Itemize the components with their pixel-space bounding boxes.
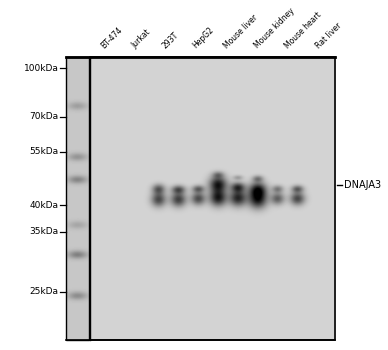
Text: Rat liver: Rat liver xyxy=(314,21,343,50)
Bar xyxy=(66,57,89,340)
Text: 100kDa: 100kDa xyxy=(24,64,59,73)
Text: HepG2: HepG2 xyxy=(191,26,216,50)
Text: BT-474: BT-474 xyxy=(99,25,124,50)
Text: DNAJA3: DNAJA3 xyxy=(344,180,381,190)
Text: 40kDa: 40kDa xyxy=(30,201,59,210)
Text: 55kDa: 55kDa xyxy=(29,147,59,156)
Text: 293T: 293T xyxy=(160,30,180,50)
Text: Mouse kidney: Mouse kidney xyxy=(252,6,296,50)
Text: 70kDa: 70kDa xyxy=(29,112,59,121)
Text: 35kDa: 35kDa xyxy=(29,227,59,236)
Bar xyxy=(90,57,335,340)
Text: 25kDa: 25kDa xyxy=(30,287,59,296)
Text: Jurkat: Jurkat xyxy=(130,28,152,50)
Text: Mouse liver: Mouse liver xyxy=(222,13,259,50)
Text: Mouse heart: Mouse heart xyxy=(283,10,323,50)
